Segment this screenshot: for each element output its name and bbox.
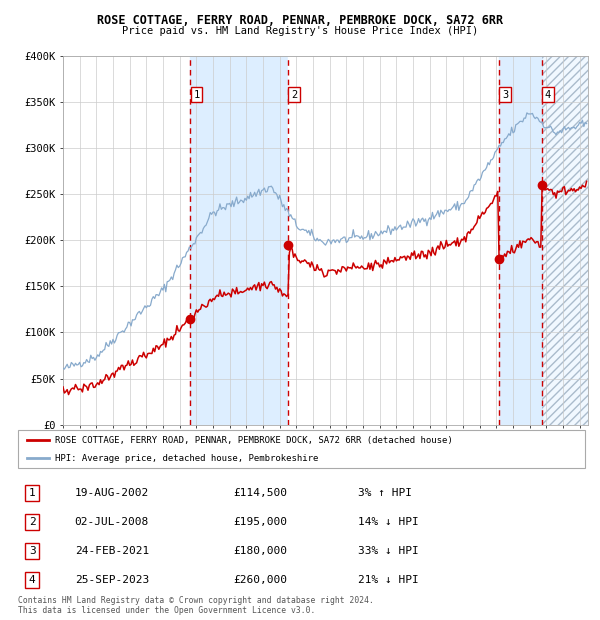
Bar — [190, 56, 288, 425]
Text: 25-SEP-2023: 25-SEP-2023 — [75, 575, 149, 585]
Text: £180,000: £180,000 — [233, 546, 287, 556]
Text: 14% ↓ HPI: 14% ↓ HPI — [358, 517, 419, 527]
Text: 3% ↑ HPI: 3% ↑ HPI — [358, 488, 412, 498]
Text: 3: 3 — [29, 546, 35, 556]
Text: £260,000: £260,000 — [233, 575, 287, 585]
Text: HPI: Average price, detached house, Pembrokeshire: HPI: Average price, detached house, Pemb… — [55, 454, 318, 463]
Text: ROSE COTTAGE, FERRY ROAD, PENNAR, PEMBROKE DOCK, SA72 6RR: ROSE COTTAGE, FERRY ROAD, PENNAR, PEMBRO… — [97, 14, 503, 27]
Text: ROSE COTTAGE, FERRY ROAD, PENNAR, PEMBROKE DOCK, SA72 6RR (detached house): ROSE COTTAGE, FERRY ROAD, PENNAR, PEMBRO… — [55, 436, 452, 445]
Text: Price paid vs. HM Land Registry's House Price Index (HPI): Price paid vs. HM Land Registry's House … — [122, 26, 478, 36]
Text: Contains HM Land Registry data © Crown copyright and database right 2024.: Contains HM Land Registry data © Crown c… — [18, 596, 374, 604]
Text: This data is licensed under the Open Government Licence v3.0.: This data is licensed under the Open Gov… — [18, 606, 316, 614]
Text: 2: 2 — [29, 517, 35, 527]
Bar — [63, 56, 190, 425]
Bar — [499, 56, 542, 425]
Text: 33% ↓ HPI: 33% ↓ HPI — [358, 546, 419, 556]
Text: 1: 1 — [29, 488, 35, 498]
Bar — [542, 56, 588, 425]
Text: £195,000: £195,000 — [233, 517, 287, 527]
Text: 02-JUL-2008: 02-JUL-2008 — [75, 517, 149, 527]
FancyBboxPatch shape — [18, 430, 585, 468]
Bar — [542, 56, 588, 425]
Text: 1: 1 — [193, 89, 200, 100]
Text: 21% ↓ HPI: 21% ↓ HPI — [358, 575, 419, 585]
Text: 3: 3 — [502, 89, 508, 100]
Bar — [288, 56, 499, 425]
Text: 4: 4 — [545, 89, 551, 100]
Text: 24-FEB-2021: 24-FEB-2021 — [75, 546, 149, 556]
Text: £114,500: £114,500 — [233, 488, 287, 498]
Text: 19-AUG-2002: 19-AUG-2002 — [75, 488, 149, 498]
Text: 4: 4 — [29, 575, 35, 585]
Text: 2: 2 — [291, 89, 297, 100]
